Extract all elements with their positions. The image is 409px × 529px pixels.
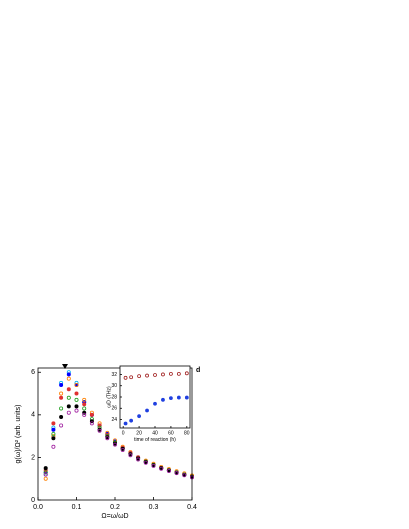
y-tick-label: 6 <box>31 369 35 376</box>
point <box>184 371 189 376</box>
point <box>51 427 56 432</box>
point <box>74 397 79 402</box>
y-axis-label: ωD (THz) <box>106 386 112 408</box>
point <box>59 391 64 396</box>
point <box>120 447 125 452</box>
y-tick-label: 2 <box>31 454 35 461</box>
point <box>59 406 64 411</box>
point <box>176 371 181 376</box>
x-tick-label: 0.2 <box>110 504 120 511</box>
point <box>153 401 157 406</box>
point <box>74 408 79 413</box>
inset: 0 20 40 60 80 24 26 28 30 32 time of reaction (h) ω… <box>106 365 191 443</box>
x-tick-label: 60 <box>168 430 174 436</box>
y-tick-label: 30 <box>111 383 117 389</box>
point <box>43 476 48 481</box>
point <box>136 457 141 462</box>
point <box>169 371 173 376</box>
panel-label: d <box>196 367 200 374</box>
x-tick-label: 0.0 <box>33 504 43 511</box>
x-tick-label: 40 <box>152 430 158 436</box>
x-tick-label: 0 <box>122 430 125 436</box>
x-axis-label: time of reaction (h) <box>134 437 176 443</box>
point <box>129 418 134 423</box>
point <box>176 395 181 400</box>
point <box>145 373 149 378</box>
point <box>43 472 48 477</box>
point <box>82 402 87 407</box>
point <box>161 397 165 402</box>
point <box>159 466 164 471</box>
y-tick-label: 32 <box>111 372 117 378</box>
point <box>113 442 118 447</box>
point <box>66 395 71 400</box>
point <box>89 421 94 426</box>
point <box>66 387 71 392</box>
point <box>74 383 79 388</box>
point <box>169 396 173 401</box>
point <box>143 460 148 465</box>
point <box>59 414 64 419</box>
point <box>59 423 64 428</box>
x-tick-label: 0.4 <box>187 504 197 511</box>
point <box>174 471 179 476</box>
point <box>66 410 71 415</box>
y-tick-label: 26 <box>111 406 117 412</box>
y-tick-label: 28 <box>111 394 117 400</box>
point <box>182 473 187 478</box>
point <box>82 412 87 417</box>
point <box>166 469 171 474</box>
point <box>89 412 94 417</box>
x-tick-label: 0.1 <box>72 504 82 511</box>
point <box>184 395 189 400</box>
y-tick-label: 0 <box>31 497 35 504</box>
point <box>97 428 102 433</box>
point <box>74 391 79 396</box>
x-tick-label: 80 <box>184 430 190 436</box>
point <box>43 466 48 471</box>
y-axis-label: g(ω)/Ω² (arb. units) <box>15 405 22 464</box>
point <box>137 414 141 419</box>
point <box>153 373 157 377</box>
point <box>51 444 56 449</box>
point <box>43 470 48 475</box>
point <box>66 376 71 381</box>
y-tick-label: 4 <box>31 412 35 419</box>
x-axis-label: Ω=ω/ωD <box>101 513 128 520</box>
point <box>51 436 56 441</box>
point <box>66 372 71 377</box>
point <box>123 375 128 380</box>
point <box>74 404 79 409</box>
point <box>51 431 56 436</box>
point <box>51 421 56 426</box>
point <box>123 421 128 426</box>
y-tick-label: 24 <box>111 417 117 423</box>
point <box>161 372 165 377</box>
point <box>59 383 64 388</box>
point <box>59 395 64 400</box>
peak-arrow <box>62 364 68 369</box>
point <box>137 374 141 379</box>
point <box>82 397 87 402</box>
point <box>82 406 87 411</box>
point <box>151 463 156 468</box>
point <box>66 404 71 409</box>
point <box>105 436 110 441</box>
point <box>128 453 133 458</box>
x-tick-label: 0.3 <box>149 504 159 511</box>
point <box>129 375 134 380</box>
point <box>145 408 149 413</box>
x-tick-label: 20 <box>136 430 142 436</box>
